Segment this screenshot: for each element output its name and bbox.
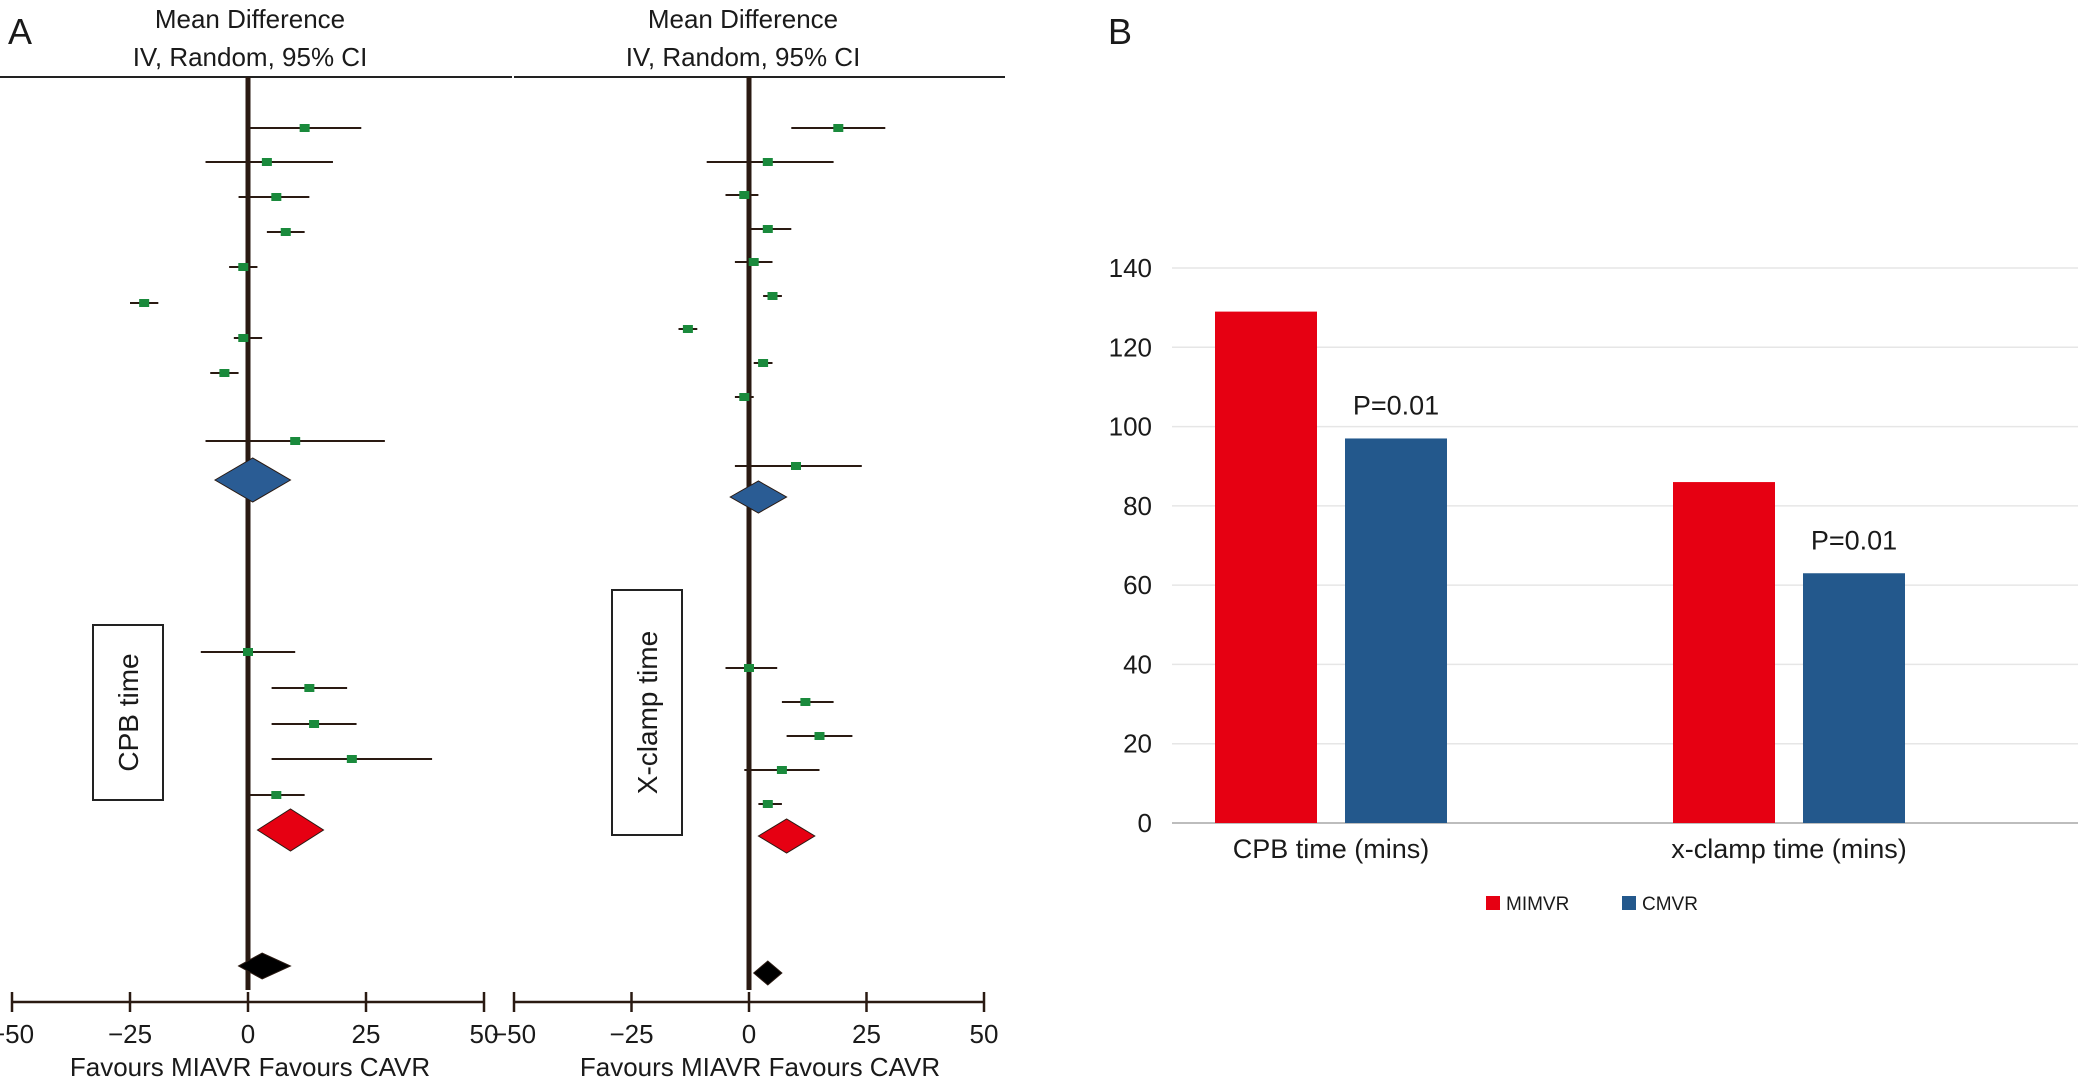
forest2-title-line1: Mean Difference — [648, 4, 838, 34]
study-point — [271, 791, 282, 799]
panel-b: B 0 20 40 60 80 100 120 140 P=0.01 CPB time (mins… — [1108, 11, 2078, 915]
study-point — [833, 124, 844, 132]
forest1-title-line1: Mean Difference — [155, 4, 345, 34]
y-tick-label: 20 — [1123, 729, 1152, 759]
x-tick-label: 50 — [970, 1019, 999, 1049]
subgroup-label: CPB time — [113, 653, 144, 771]
study-point — [762, 225, 773, 233]
subgroup2-pooled-diamond — [757, 818, 816, 854]
bar-cmvr — [1345, 438, 1447, 823]
forest1-axis-label: Favours MIAVR Favours CAVR — [70, 1052, 430, 1080]
p-value-label: P=0.01 — [1811, 525, 1897, 555]
x-tick-label: 25 — [352, 1019, 381, 1049]
legend-swatch-cmvr — [1622, 896, 1636, 910]
study-point — [309, 720, 320, 728]
bar-chart: 0 20 40 60 80 100 120 140 P=0.01 CPB time (mins) P… — [1109, 253, 2078, 915]
bar-mimvr — [1673, 482, 1775, 823]
forest2-title-line2: IV, Random, 95% CI — [626, 42, 861, 72]
subgroup-label-box — [611, 589, 683, 836]
study-point — [744, 664, 754, 672]
study-point — [299, 124, 310, 132]
study-point — [748, 258, 759, 266]
x-tick-label: 25 — [852, 1019, 881, 1049]
legend-label-mimvr: MIMVR — [1506, 894, 1569, 915]
overall-diamond — [752, 960, 783, 986]
study-point — [682, 325, 693, 333]
study-point — [271, 193, 282, 201]
forest-plot-xclamp: −50 −25 0 25 50 X-clamp time — [492, 76, 1005, 1049]
study-point — [139, 299, 150, 307]
p-value-label: P=0.01 — [1353, 390, 1439, 420]
study-point — [290, 437, 301, 445]
x-tick-label: −50 — [0, 1019, 34, 1049]
y-tick-label: 40 — [1123, 649, 1152, 679]
study-point — [800, 698, 811, 706]
forest1-title-line2: IV, Random, 95% CI — [133, 42, 368, 72]
study-point — [767, 292, 778, 300]
study-point — [762, 158, 773, 166]
subgroup1-pooled-diamond — [729, 480, 788, 514]
x-tick-label: 0 — [241, 1019, 255, 1049]
y-tick-label: 120 — [1109, 332, 1152, 362]
category-label: CPB time (mins) — [1233, 834, 1430, 864]
study-point — [739, 393, 750, 401]
y-tick-label: 0 — [1138, 808, 1152, 838]
subgroup2-pooled-diamond — [256, 808, 325, 852]
study-point — [776, 766, 787, 774]
panel-a-label: A — [8, 11, 32, 52]
y-tick-label: 80 — [1123, 491, 1152, 521]
x-tick-label: −25 — [609, 1019, 653, 1049]
study-point — [791, 462, 801, 470]
x-tick-label: 50 — [470, 1019, 499, 1049]
study-point — [304, 684, 315, 692]
forest-plot-cpb: −50 −25 0 25 50 CPB time — [0, 76, 512, 1049]
study-point — [762, 800, 773, 808]
forest2-axis-label: Favours MIAVR Favours CAVR — [580, 1052, 940, 1080]
bar-cmvr — [1803, 573, 1905, 823]
study-point — [739, 191, 750, 199]
x-tick-label: 0 — [742, 1019, 756, 1049]
study-point — [243, 648, 253, 656]
study-point — [758, 359, 769, 367]
study-point — [238, 263, 249, 271]
panel-a: A Mean Difference IV, Random, 95% CI Mea… — [0, 4, 1005, 1080]
subgroup1-pooled-diamond — [213, 457, 292, 503]
study-point — [219, 369, 230, 377]
study-point — [346, 755, 357, 763]
y-tick-label: 60 — [1123, 570, 1152, 600]
legend-label-cmvr: CMVR — [1642, 894, 1698, 915]
x-tick-label: −50 — [492, 1019, 536, 1049]
y-tick-label: 100 — [1109, 412, 1152, 442]
study-point — [261, 158, 272, 166]
category-label: x-clamp time (mins) — [1671, 834, 1907, 864]
study-point — [280, 228, 291, 236]
study-point — [814, 732, 825, 740]
subgroup-label: X-clamp time — [632, 631, 663, 794]
bar-mimvr — [1215, 311, 1317, 823]
x-tick-label: −25 — [108, 1019, 152, 1049]
subgroup-label-box — [92, 624, 164, 801]
panel-b-label: B — [1108, 11, 1132, 52]
overall-diamond — [237, 952, 292, 980]
y-tick-label: 140 — [1109, 253, 1152, 283]
legend-swatch-mimvr — [1486, 896, 1500, 910]
study-point — [238, 334, 249, 342]
